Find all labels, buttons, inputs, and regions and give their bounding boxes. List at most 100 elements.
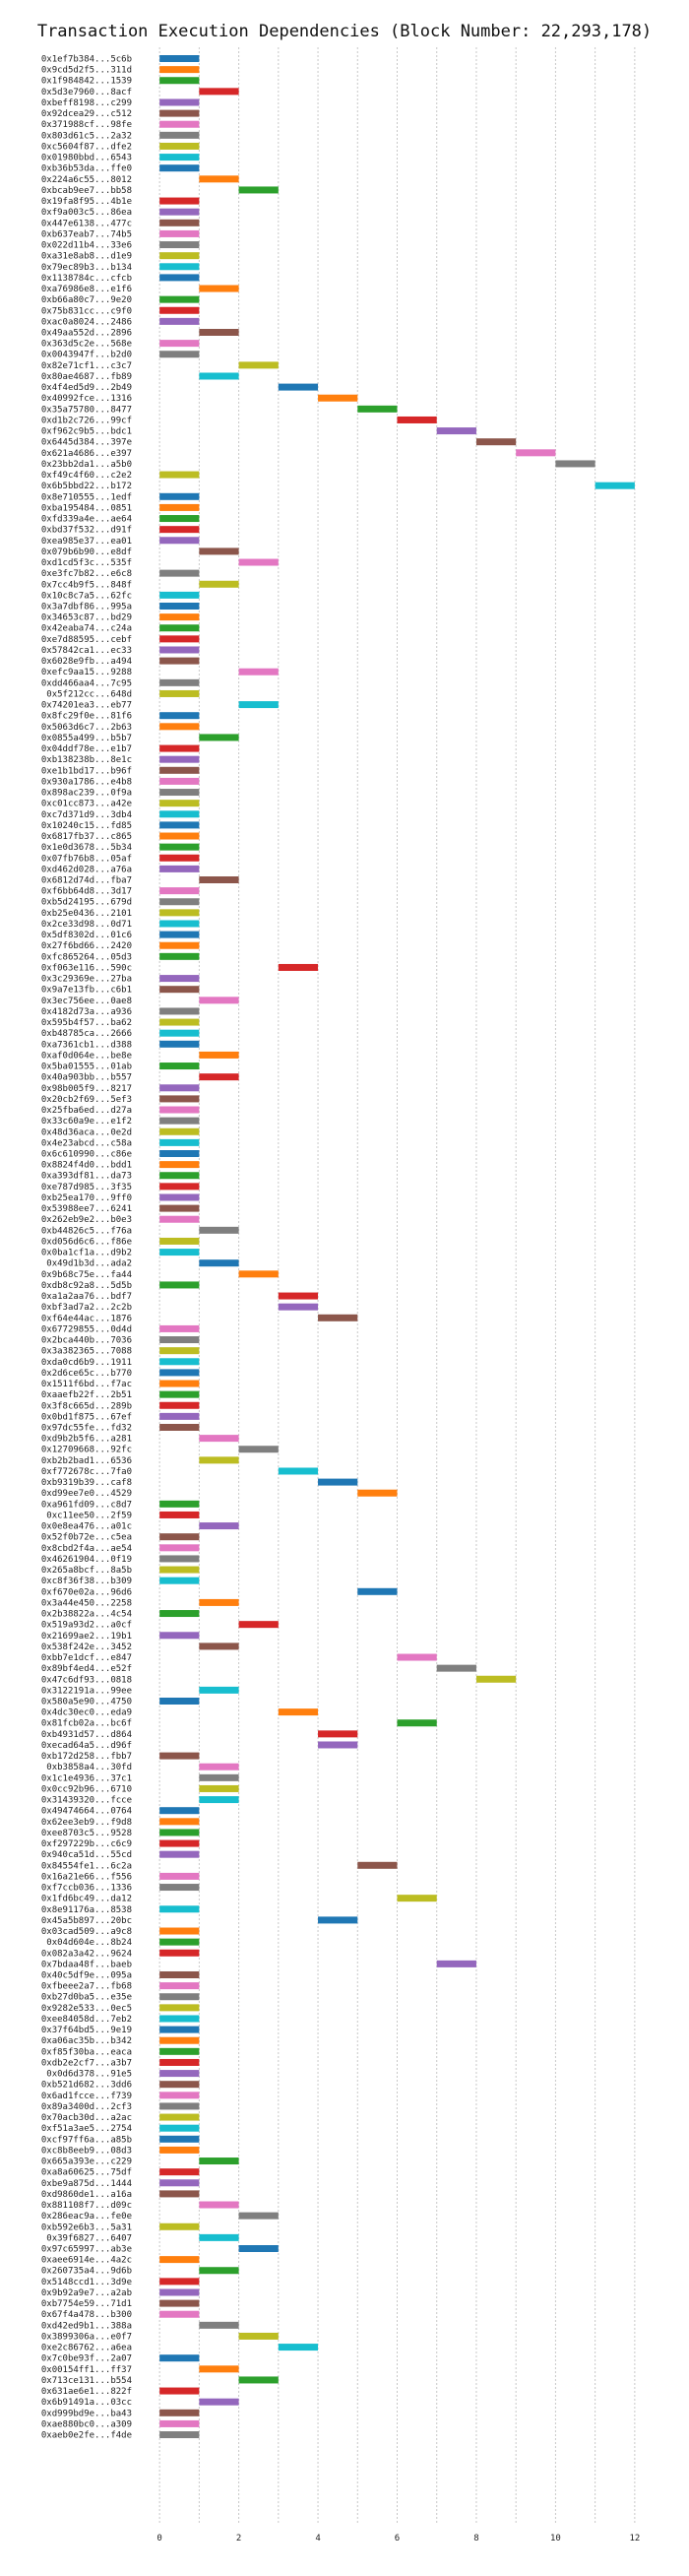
transaction-bar: [159, 865, 200, 872]
x-tick-label: 10: [550, 2534, 561, 2544]
y-tick-label: 0xb592e6b3...5a31: [41, 2222, 132, 2232]
transaction-bar: [159, 789, 200, 797]
y-tick-label: 0x89bf4ed4...e52f: [41, 1664, 132, 1674]
transaction-bar: [159, 492, 200, 500]
transaction-bar: [199, 2267, 239, 2275]
transaction-bar: [159, 77, 200, 85]
y-tick-label: 0x8fc29f0e...81f6: [41, 712, 132, 722]
y-tick-label: 0xd1cd5f3c...535f: [41, 558, 132, 568]
y-tick-label: 0x4182d73a...a936: [41, 1007, 132, 1017]
transaction-bar: [159, 2004, 200, 2012]
y-tick-label: 0xf063e116...590c: [41, 963, 132, 973]
transaction-bar: [238, 1446, 279, 1453]
y-tick-label: 0xe787d985...3f35: [41, 1183, 132, 1192]
transaction-bar: [278, 1467, 319, 1475]
transaction-bar: [159, 854, 200, 862]
y-tick-label: 0x0bd1f875...67ef: [41, 1412, 132, 1422]
y-tick-label: 0x9a7e13fb...c6b1: [41, 986, 132, 996]
y-tick-label: 0x7cc4b9f5...848f: [41, 580, 132, 590]
transaction-bar: [159, 1533, 200, 1541]
y-tick-label: 0xbd37f532...d91f: [41, 526, 132, 536]
y-tick-label: 0x595b4f57...ba62: [41, 1018, 132, 1028]
transaction-bar: [159, 2310, 200, 2318]
transaction-bar: [159, 1084, 200, 1092]
y-tick-label: 0x75b831cc...c9f0: [41, 306, 132, 316]
transaction-bar: [238, 2212, 279, 2220]
transaction-bar: [159, 1161, 200, 1169]
x-tick-label: 4: [315, 2534, 320, 2544]
transaction-bar: [159, 317, 200, 325]
y-tick-label: 0xa1a2aa76...bdf7: [41, 1292, 132, 1302]
y-tick-label: 0xf85f30ba...eaca: [41, 2047, 132, 2057]
y-tick-label: 0xe7d88595...cebf: [41, 635, 132, 645]
transaction-bar: [357, 1861, 398, 1869]
y-tick-label: 0x5d3e7960...8acf: [41, 88, 132, 97]
y-tick-label: 0xaee6914e...4a2c: [41, 2256, 132, 2266]
y-tick-label: 0x8e710555...1edf: [41, 492, 132, 502]
y-tick-label: 0xa31e8ab8...d1e9: [41, 252, 132, 262]
transaction-bar: [199, 1259, 239, 1267]
transaction-bar: [199, 175, 239, 183]
y-tick-label: 0x97dc55fe...fd32: [41, 1424, 132, 1434]
transaction-bar: [516, 449, 556, 457]
transaction-bar: [278, 963, 319, 971]
y-tick-label: 0xb5d24195...679d: [41, 898, 132, 908]
y-tick-label: 0x6b91491a...03cc: [41, 2398, 132, 2408]
y-tick-label: 0xc8b8eeb9...08d3: [41, 2146, 132, 2156]
y-tick-label: 0xe3fc7b82...e6c8: [41, 569, 132, 579]
y-tick-label: 0x0855a499...b5b7: [41, 734, 132, 743]
transaction-bar: [159, 1982, 200, 1990]
transaction-bar: [159, 241, 200, 249]
y-tick-label: 0x224a6c55...8012: [41, 175, 132, 185]
transaction-bar: [159, 810, 200, 818]
transaction-bar: [199, 2233, 239, 2241]
y-tick-label: 0xc5604f87...dfe2: [41, 142, 132, 152]
transaction-bar: [278, 1303, 319, 1311]
y-tick-label: 0xee84058d...7eb2: [41, 2015, 132, 2025]
transaction-bar: [159, 613, 200, 621]
transaction-bar: [159, 1829, 200, 1836]
y-tick-label: 0x01980bbd...6543: [41, 154, 132, 163]
transaction-bar: [159, 931, 200, 938]
transaction-bar: [595, 482, 635, 489]
transaction-bar: [318, 394, 358, 402]
transaction-bar: [159, 55, 200, 62]
transaction-bar: [199, 1784, 239, 1792]
y-tick-label: 0x447e6138...477c: [41, 219, 132, 228]
y-tick-label: 0x1ef7b384...5c6b: [41, 55, 132, 65]
y-tick-label: 0xb25e0436...2101: [41, 909, 132, 919]
y-tick-label: 0xaaefb22f...2b51: [41, 1390, 132, 1400]
y-tick-label: 0x35a75780...8477: [41, 405, 132, 415]
transaction-bar: [555, 460, 595, 468]
y-tick-label: 0x37f64bd5...9e19: [41, 2026, 132, 2035]
transaction-bar: [199, 1763, 239, 1771]
transaction-bar: [159, 843, 200, 851]
transaction-bar: [318, 1730, 358, 1738]
y-tick-label: 0x92dcea29...c512: [41, 109, 132, 119]
y-tick-label: 0x6812d74d...fba7: [41, 876, 132, 886]
transaction-bar: [159, 712, 200, 720]
transaction-bar: [199, 2321, 239, 2329]
y-tick-label: 0xf51a3ae5...2754: [41, 2124, 132, 2134]
y-tick-label: 0x3899306a...e0f7: [41, 2332, 132, 2342]
y-tick-label: 0xe2c86762...a6ea: [41, 2344, 132, 2353]
transaction-bar: [278, 2344, 319, 2351]
transaction-bar: [238, 668, 279, 676]
transaction-bar: [318, 1741, 358, 1749]
y-tick-label: 0x8cbd2f4a...ae54: [41, 1544, 132, 1554]
y-tick-label: 0xc01cc873...a42e: [41, 800, 132, 809]
transaction-bar: [159, 208, 200, 216]
y-tick-label: 0xf49c4f60...c2e2: [41, 471, 132, 481]
transaction-bar: [199, 1686, 239, 1694]
transaction-bar: [159, 2419, 200, 2427]
y-tick-label: 0x19fa8f95...4b1e: [41, 197, 132, 207]
y-tick-label: 0x0ba1cf1a...d9b2: [41, 1249, 132, 1258]
y-tick-label: 0x1fd6bc49...da12: [41, 1895, 132, 1904]
transaction-bar: [199, 88, 239, 96]
bar-group: [159, 55, 635, 2439]
y-tick-label: 0xb36b53da...ffe0: [41, 164, 132, 174]
y-tick-label: 0x4f4ed5d9...2b49: [41, 383, 132, 393]
transaction-bar: [159, 340, 200, 348]
y-tick-label: 0x00154ff1...ff37: [41, 2365, 132, 2375]
y-tick-label: 0xd42ed9b1...388a: [41, 2321, 132, 2331]
